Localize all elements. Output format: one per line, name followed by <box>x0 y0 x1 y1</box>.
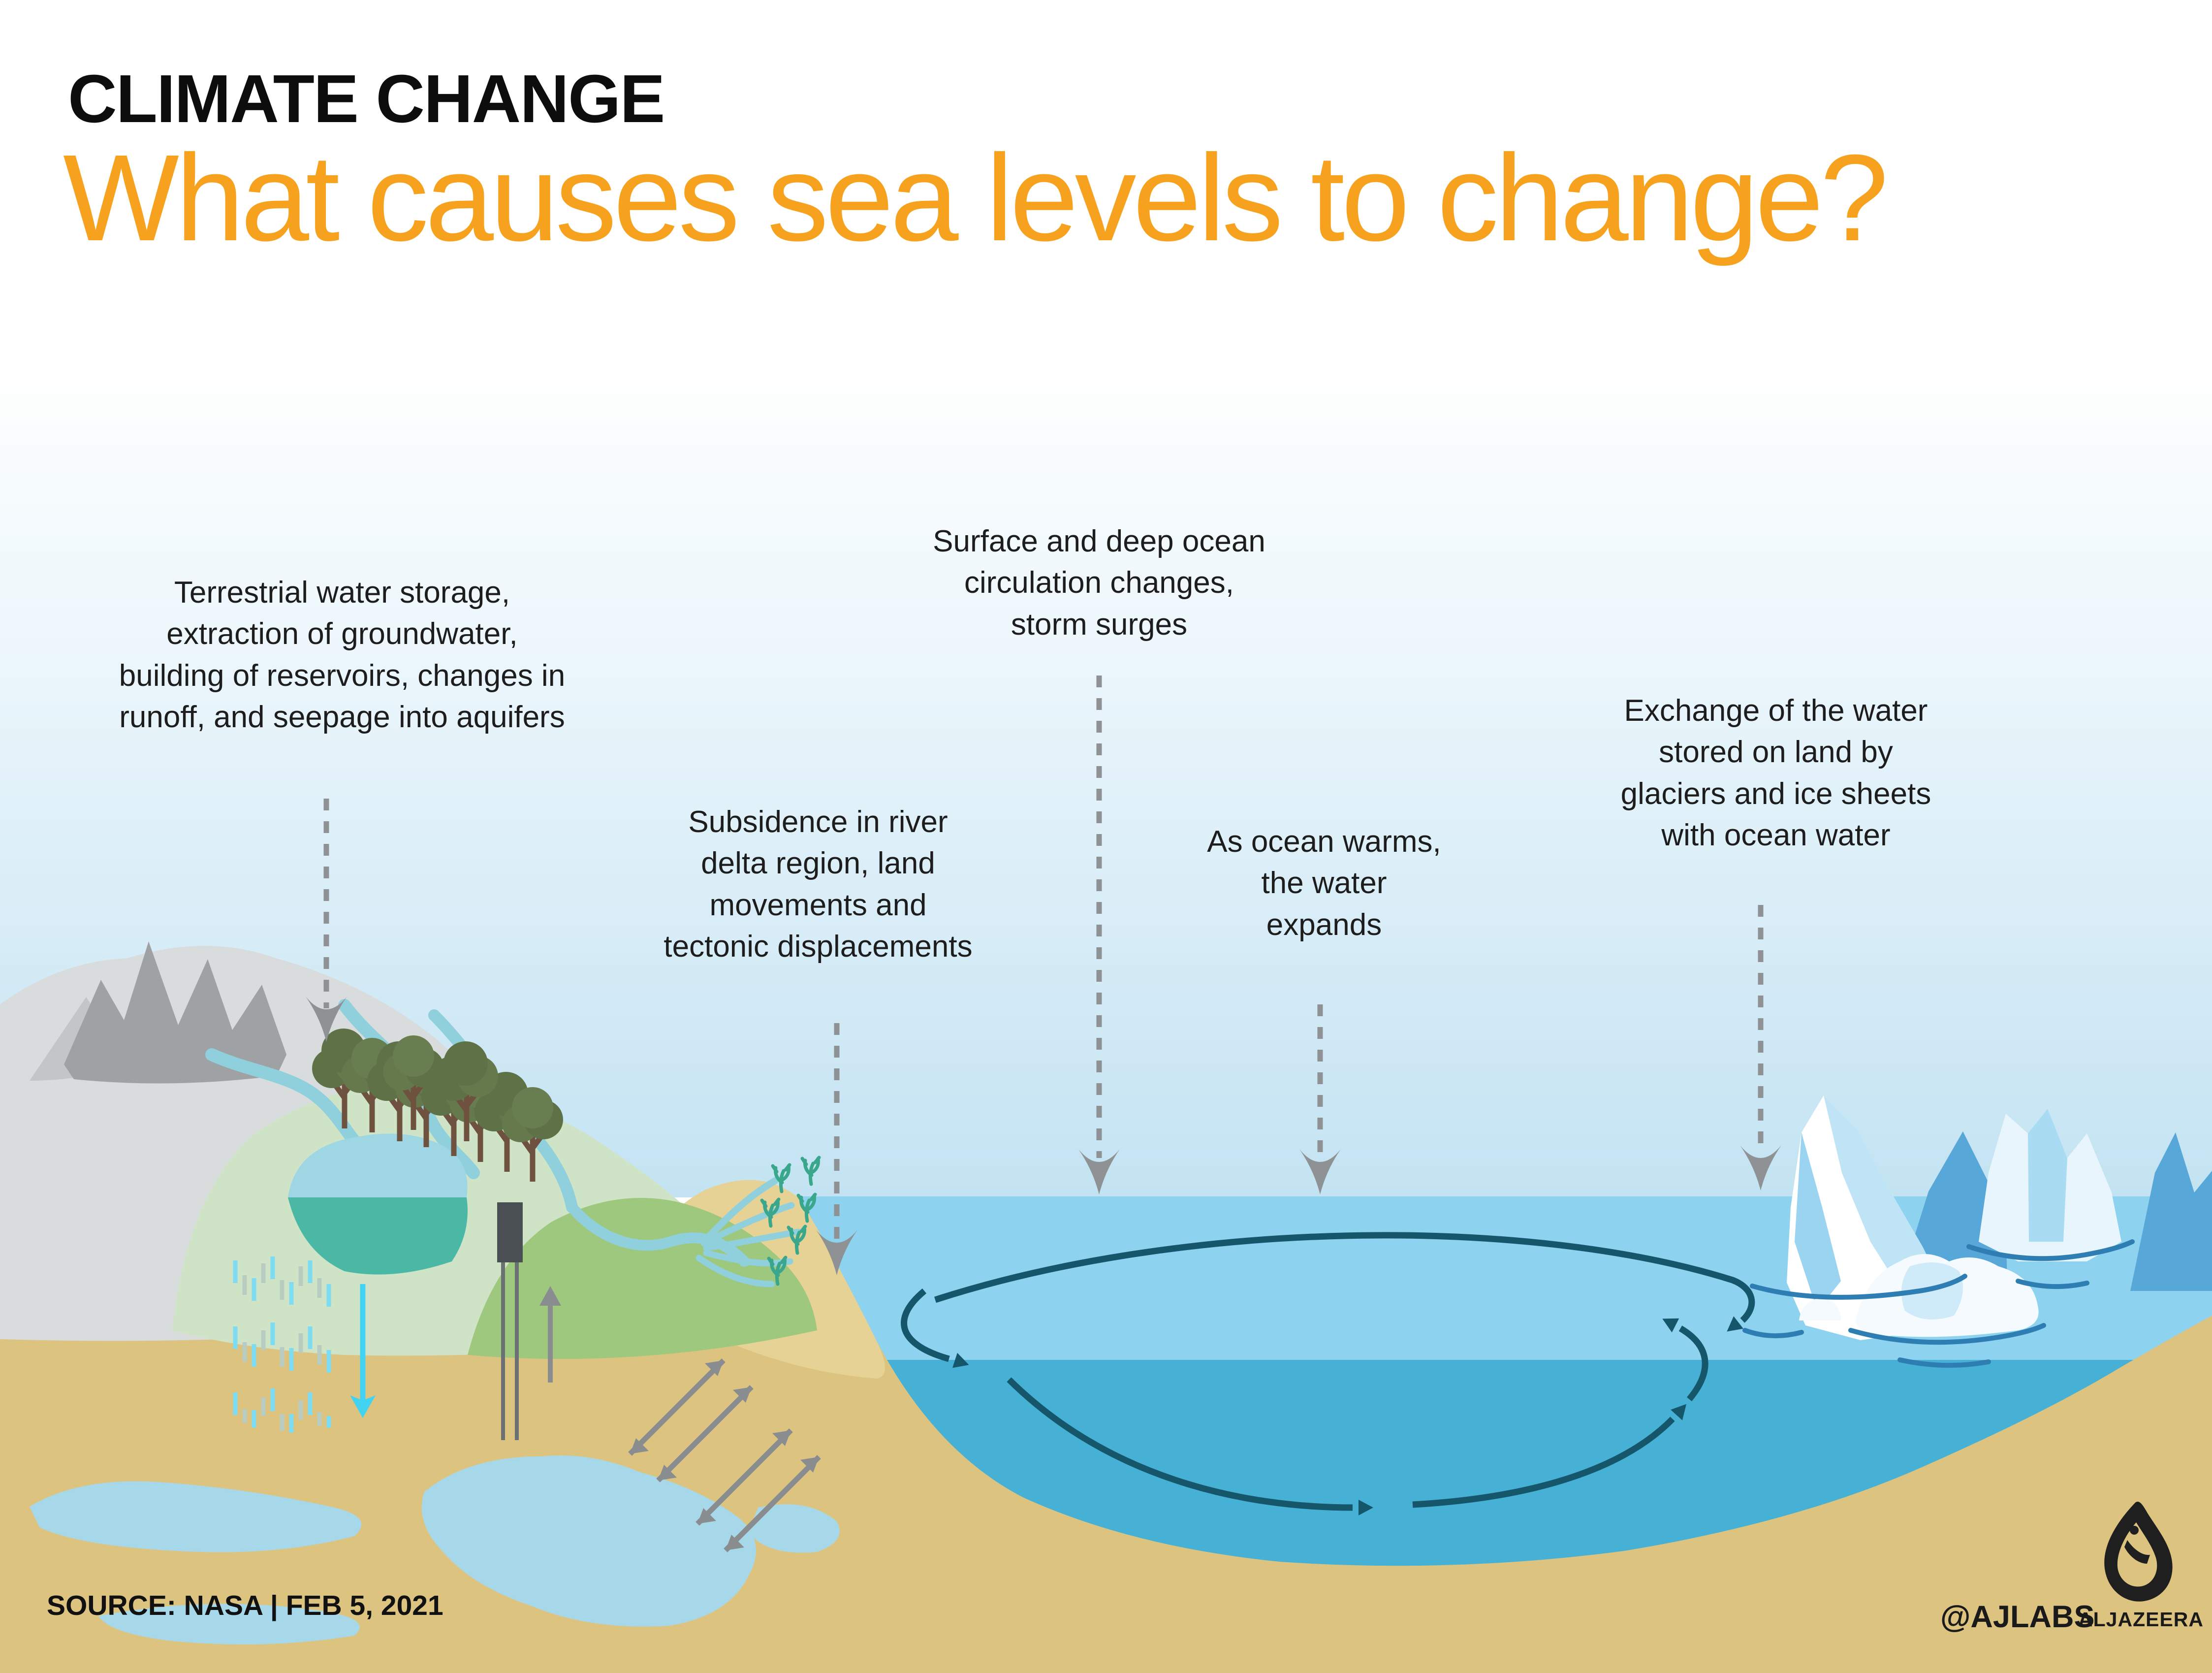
ice-mountains <box>1900 1131 2212 1291</box>
annotation-subsidence: Subsidence in river delta region, land m… <box>664 805 973 964</box>
annotation-glacier-exchange: Exchange of the water stored on land by … <box>1620 694 1931 852</box>
reservoir <box>288 1133 468 1275</box>
groundwater-well <box>497 1202 561 1440</box>
kicker-title: CLIMATE CHANGE <box>68 61 665 137</box>
seepage-rain <box>233 1256 376 1433</box>
page-title: What causes sea levels to change? <box>63 129 1889 266</box>
annotation-terrestrial-water: Terrestrial water storage, extraction of… <box>119 576 566 734</box>
aljazeera-logo <box>2104 1502 2173 1602</box>
circulation-loop <box>901 1232 1755 1515</box>
drop-arrow-glaciers <box>1740 905 1781 1190</box>
iceberg-cluster <box>1979 1109 2121 1261</box>
drop-arrow-thermal <box>1299 1004 1341 1194</box>
aljazeera-wordmark: ALJAZEERA <box>2078 1608 2204 1631</box>
extraction-up-arrow <box>539 1286 561 1383</box>
drop-arrows <box>306 676 1781 1275</box>
ajlabs-credit: @AJLABS <box>1940 1600 2095 1634</box>
bright-green-hill <box>468 1198 817 1359</box>
annotation-thermal-expansion: As ocean warms, the water expands <box>1207 825 1441 942</box>
aquifer-blobs <box>30 1455 840 1644</box>
source-line: SOURCE: NASA | FEB 5, 2021 <box>47 1590 443 1621</box>
icebergs <box>1742 1095 2135 1368</box>
annotation-ocean-circulation: Surface and deep ocean circulation chang… <box>933 524 1265 642</box>
drop-arrow-subsidence <box>816 1023 857 1275</box>
iceberg-bump <box>1799 1298 1841 1320</box>
iceberg-waterlines <box>1742 1239 2135 1368</box>
seepage-down-arrow <box>350 1284 376 1418</box>
